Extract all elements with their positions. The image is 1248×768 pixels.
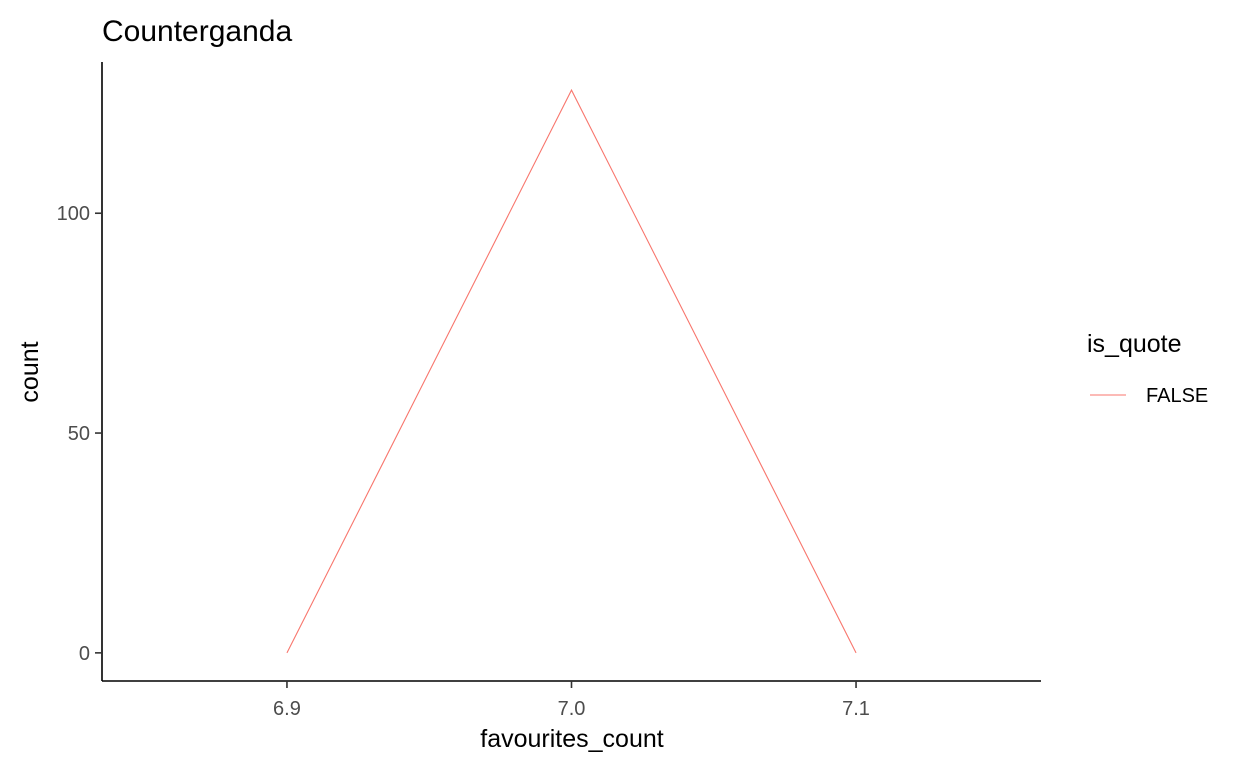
legend: is_quote FALSE: [1087, 330, 1208, 407]
y-tick-label: 100: [57, 203, 90, 225]
y-axis-title: count: [16, 341, 44, 402]
x-axis-ticks: 6.9 7.0 7.1: [273, 681, 870, 720]
y-axis-ticks: 0 50 100: [57, 203, 102, 665]
x-axis-title: favourites_count: [480, 725, 664, 753]
chart-title: Counterganda: [102, 15, 292, 48]
x-tick-label: 7.0: [558, 698, 586, 720]
x-tick-label: 7.1: [842, 698, 870, 720]
legend-entries: FALSE: [1090, 385, 1208, 407]
y-tick-label: 0: [79, 643, 90, 665]
y-tick-label: 50: [68, 423, 90, 445]
legend-label-false: FALSE: [1146, 385, 1208, 407]
legend-title: is_quote: [1087, 330, 1182, 358]
plot-area: 0 50 100 6.9 7.0 7.1: [57, 62, 1041, 720]
x-tick-label: 6.9: [273, 698, 301, 720]
series-line-false: [286, 88, 857, 654]
series-layer: [286, 88, 857, 654]
